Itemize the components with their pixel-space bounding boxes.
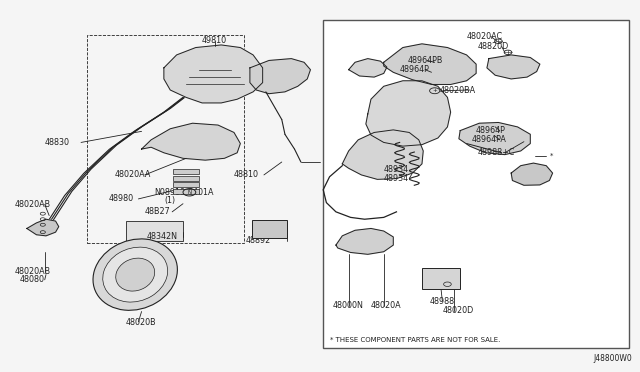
Text: 48830: 48830 — [45, 138, 70, 147]
Text: 48342N: 48342N — [147, 232, 178, 241]
Polygon shape — [342, 130, 423, 179]
Text: N: N — [188, 190, 191, 195]
Text: 48020D: 48020D — [442, 306, 474, 315]
Polygon shape — [336, 228, 394, 254]
Text: 48964P: 48964P — [476, 126, 506, 135]
Text: 48980: 48980 — [108, 195, 134, 203]
Polygon shape — [164, 45, 262, 103]
Text: 48964PB: 48964PB — [408, 56, 444, 65]
Text: 48820D: 48820D — [478, 42, 509, 51]
Text: * THESE COMPONENT PARTS ARE NOT FOR SALE.: * THESE COMPONENT PARTS ARE NOT FOR SALE… — [330, 337, 500, 343]
Bar — [173, 169, 199, 174]
Bar — [173, 189, 199, 194]
Polygon shape — [366, 81, 451, 146]
Text: 48B27: 48B27 — [145, 207, 170, 217]
Text: +: + — [433, 88, 437, 93]
Text: J48800W0: J48800W0 — [593, 354, 632, 363]
Text: *: * — [549, 153, 553, 159]
Text: 48964P: 48964P — [399, 65, 429, 74]
Text: 48020B: 48020B — [125, 318, 156, 327]
Polygon shape — [384, 44, 476, 84]
Polygon shape — [27, 219, 59, 236]
Text: 48020AB: 48020AB — [14, 267, 51, 276]
Text: 48964PA: 48964PA — [472, 135, 506, 144]
Text: 48934: 48934 — [384, 165, 409, 174]
Text: 48020AA: 48020AA — [115, 170, 151, 179]
Ellipse shape — [103, 247, 168, 302]
Ellipse shape — [93, 239, 177, 310]
Polygon shape — [487, 55, 540, 79]
Bar — [173, 176, 199, 181]
Polygon shape — [511, 163, 552, 185]
Bar — [125, 221, 183, 241]
Polygon shape — [250, 59, 310, 94]
Text: 48892: 48892 — [246, 236, 271, 245]
Text: 48080: 48080 — [19, 275, 44, 284]
Text: 49810: 49810 — [202, 36, 227, 45]
Ellipse shape — [116, 258, 155, 291]
Text: 48988+C: 48988+C — [478, 148, 515, 157]
Polygon shape — [141, 123, 241, 160]
Bar — [422, 268, 460, 289]
Text: 48000N: 48000N — [333, 301, 364, 311]
Bar — [323, 20, 629, 349]
Bar — [252, 220, 287, 238]
Text: 48988: 48988 — [429, 297, 455, 306]
Text: N08919-6401A: N08919-6401A — [154, 188, 214, 197]
Text: 48020A: 48020A — [371, 301, 402, 311]
Text: 48020AB: 48020AB — [14, 200, 51, 209]
Polygon shape — [459, 122, 531, 155]
Text: 48020AC: 48020AC — [467, 32, 502, 41]
Bar — [173, 182, 199, 187]
Text: 48810: 48810 — [234, 170, 259, 179]
Text: 48934: 48934 — [384, 174, 409, 183]
Text: 48020BA: 48020BA — [440, 86, 476, 94]
Bar — [88, 35, 244, 243]
Text: (1): (1) — [164, 196, 175, 205]
Polygon shape — [349, 59, 387, 77]
